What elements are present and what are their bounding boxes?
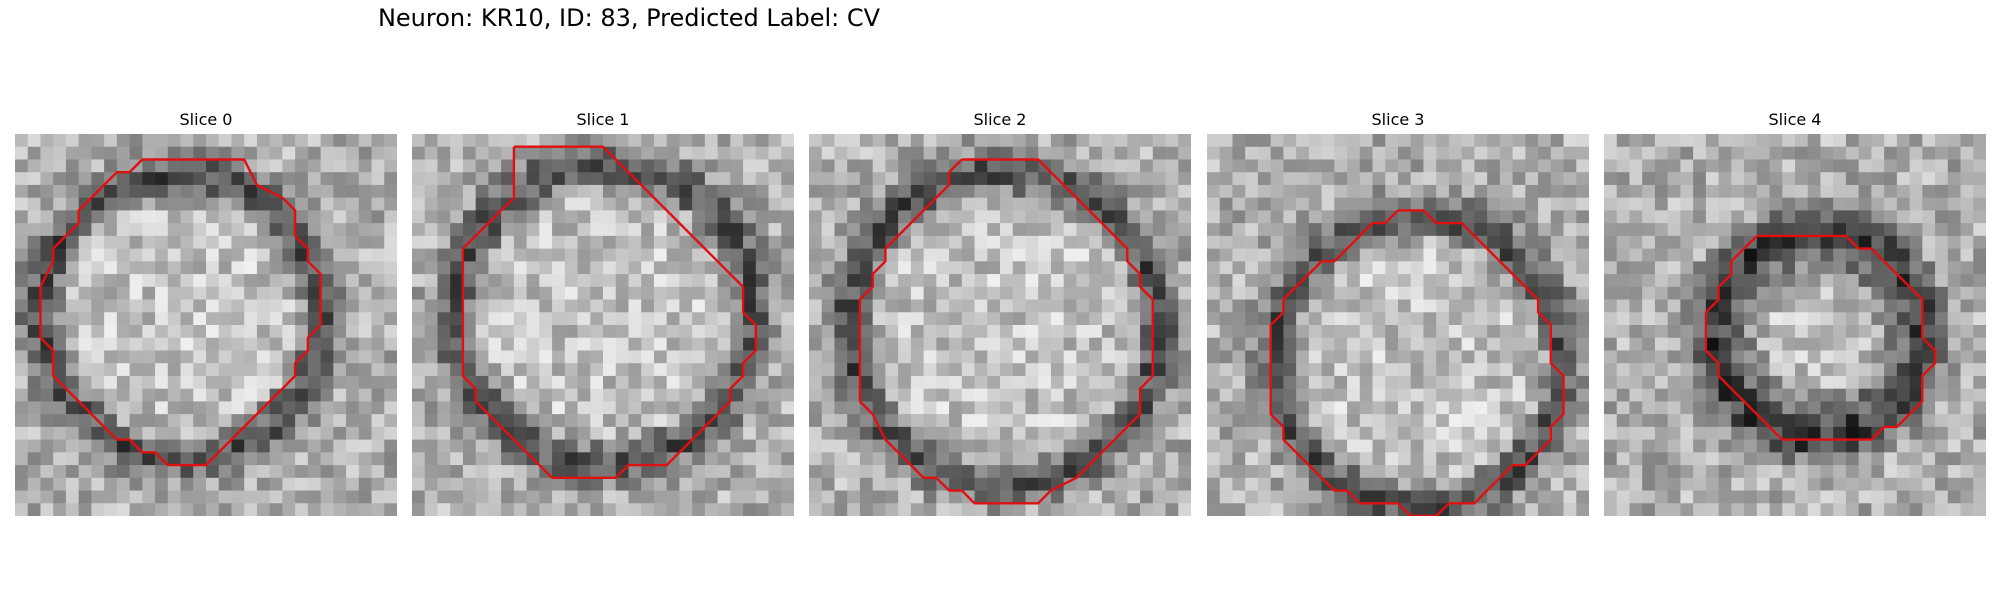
slice-image-3 <box>1207 134 1589 516</box>
panel-title-4: Slice 4 <box>1768 110 1822 129</box>
slice-panel-3 <box>1207 134 1589 516</box>
segmentation-contour-4 <box>1704 234 1937 441</box>
slice-panel-0 <box>15 134 397 516</box>
segmentation-contour-2 <box>858 158 1154 505</box>
slice-image-2 <box>809 134 1191 516</box>
panel-title-1: Slice 1 <box>576 110 630 129</box>
grayscale-pixels <box>1207 134 1589 516</box>
grayscale-pixels <box>1604 134 1986 516</box>
panel-title-0: Slice 0 <box>179 110 233 129</box>
segmentation-contour-3 <box>1269 209 1565 516</box>
slice-panel-1 <box>412 134 794 516</box>
panel-title-2: Slice 2 <box>973 110 1027 129</box>
grayscale-pixels <box>809 134 1191 516</box>
grayscale-pixels <box>15 134 397 516</box>
slice-image-1 <box>412 134 794 516</box>
grayscale-pixels <box>412 134 794 516</box>
figure-title: Neuron: KR10, ID: 83, Predicted Label: C… <box>377 4 881 32</box>
segmentation-contour-1 <box>461 145 757 479</box>
slice-panel-4 <box>1604 134 1986 516</box>
slice-image-4 <box>1604 134 1986 516</box>
slice-image-0 <box>15 134 397 516</box>
segmentation-contour-0 <box>39 158 322 467</box>
slice-panel-2 <box>809 134 1191 516</box>
panel-title-3: Slice 3 <box>1371 110 1425 129</box>
